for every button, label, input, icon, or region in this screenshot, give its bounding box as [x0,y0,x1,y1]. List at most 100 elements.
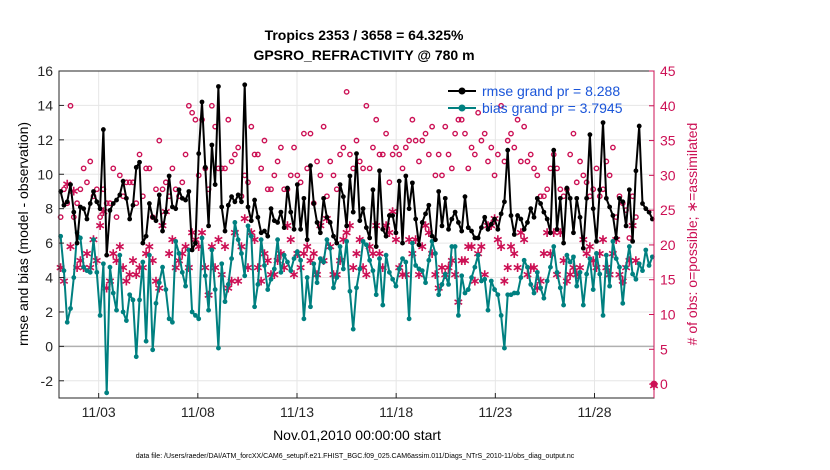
obs-assimilated-point: ∗ [528,260,540,276]
obs-possible-point [189,109,196,116]
obs-possible-point [192,116,199,123]
obs-assimilated-point: ∗ [538,246,550,262]
bias-point [150,347,156,353]
rmse-point [373,244,379,249]
rmse-point [367,235,373,241]
bias-point [525,264,530,270]
bias-point [564,252,570,258]
bias-point [584,271,590,277]
bias-point [515,290,520,296]
rmse-point [163,209,169,215]
rmse-point [304,237,310,243]
obs-assimilated-point: ∗ [305,253,317,269]
y-right-axis-ticks: 0 5 10 15 20 25 30 35 40 45 [649,63,676,398]
obs-possible-point [291,144,297,151]
obs-possible-point [478,137,485,144]
obs-assimilated-point: ∗ [301,239,313,255]
rmse-point [515,213,520,218]
bias-point [603,252,609,258]
obs-assimilated-point: ∗ [374,246,386,262]
rmse-point [137,159,142,165]
rmse-point [225,202,231,208]
rmse-point [403,173,409,179]
rmse-point [465,225,471,231]
obs-assimilated-point: ∗ [522,267,534,283]
obs-possible-point [156,137,163,144]
bias-point [406,316,412,322]
obs-assimilated-point: ∗ [554,225,566,241]
rmse-point [357,218,363,224]
rmse-point [311,201,317,206]
bias-point [268,276,274,282]
obs-possible-point [406,137,412,144]
rmse-point [626,187,632,193]
obs-assimilated-point: ∗ [75,253,87,269]
bias-point [156,280,162,286]
bias-point [423,280,428,286]
obs-assimilated-point: ∗ [508,246,520,262]
bias-point [176,251,182,256]
bias-point [511,290,517,296]
obs-possible-point [379,151,386,158]
rmse-point [528,206,534,212]
bias-point [245,223,251,229]
obs-assimilated-point: ∗ [275,246,287,262]
bias-point [183,283,188,289]
obs-assimilated-point: ∗ [308,246,320,262]
obs-assimilated-point: ∗ [213,232,225,248]
obs-assimilated-point: ∗ [209,260,221,276]
bias-point [498,312,504,318]
obs-assimilated-point: ∗ [413,267,425,283]
bias-point [488,278,494,284]
obs-possible-point [458,116,465,123]
rmse-point [337,182,343,187]
obs-assimilated-point: ∗ [541,225,553,241]
bias-point [219,261,225,267]
y-left-tick-label: 16 [37,63,53,79]
obs-assimilated-point: ∗ [130,267,142,283]
rmse-point [334,240,340,246]
bias-point [331,285,336,291]
rmse-point [518,216,524,222]
obs-assimilated-point: ∗ [285,232,297,248]
obs-assimilated-point: ∗ [416,239,428,255]
x-axis-label: Nov.01,2010 00:00:00 start [273,427,441,443]
rmse-point [603,195,609,201]
rmse-point [350,209,356,215]
obs-assimilated-point: ∗ [357,260,369,276]
obs-assimilated-point: ∗ [397,267,409,283]
obs-possible-point [314,158,320,165]
rmse-point [640,201,645,206]
bias-point [521,257,527,263]
obs-possible-point [485,158,491,165]
bias-point [492,287,497,292]
rmse-point [288,209,294,215]
bias-point [147,252,152,258]
obs-assimilated-point: ∗ [111,253,123,269]
bias-point [475,252,481,258]
rmse-point [127,216,133,222]
obs-possible-point [409,116,416,123]
bias-point [281,252,287,258]
bias-point [321,259,327,265]
rmse-point [222,228,228,234]
rmse-point [239,199,244,205]
bias-point [209,247,215,253]
obs-possible-point [521,123,528,130]
rmse-point [409,180,415,186]
rmse-point [64,199,70,205]
bias-point [577,269,583,275]
obs-assimilated-point: ∗ [499,274,511,290]
rmse-point [206,223,211,229]
obs-assimilated-point: ∗ [334,253,346,269]
rmse-point [104,252,110,258]
obs-possible-point [159,186,166,193]
obs-possible-point [402,144,409,151]
bias-point [117,252,123,258]
y-left-axis-label: rmse and bias (model - observation) [15,122,31,346]
rmse-point [340,194,346,200]
obs-assimilated-point: ∗ [252,260,264,276]
bias-point [337,244,343,249]
obs-assimilated-point: ∗ [558,253,570,269]
obs-assimilated-point: ∗ [288,267,300,283]
